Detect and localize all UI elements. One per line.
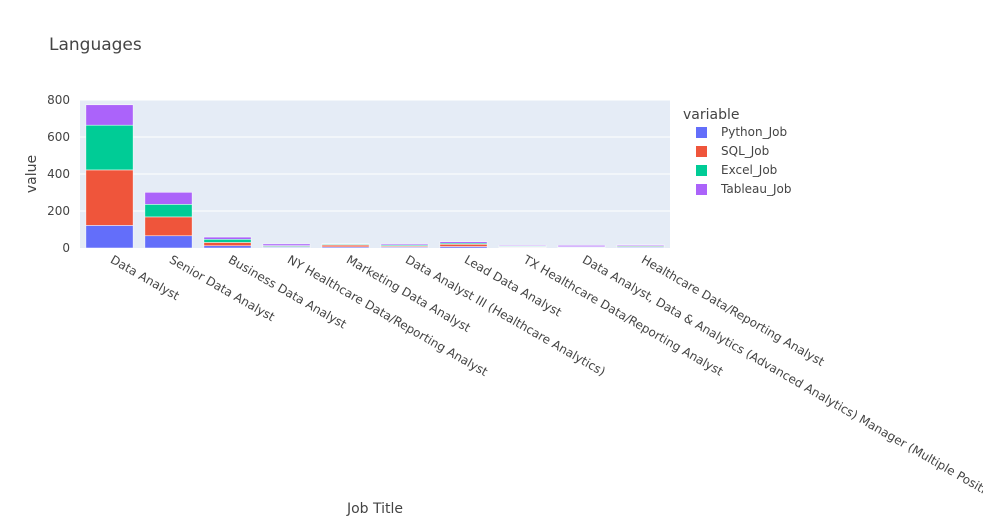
legend-item-label[interactable]: Tableau_Job	[720, 182, 792, 196]
bar-tableau-job	[439, 241, 488, 244]
legend: variable Python_Job SQL_Job Excel_Job Table…	[683, 107, 792, 196]
bar-sql-job	[144, 216, 193, 237]
bar-python-job	[144, 235, 193, 249]
x-tick-label: Lead Data Analyst	[462, 252, 564, 319]
bar-tableau-job	[498, 245, 547, 247]
bar-tableau-job	[616, 244, 665, 247]
bar-tableau-job	[203, 236, 252, 240]
y-axis-ticks: 0 200 400 600 800	[47, 93, 70, 255]
bar-tableau-job	[557, 245, 606, 247]
legend-swatch[interactable]	[696, 165, 707, 176]
y-tick-label: 200	[47, 204, 70, 218]
legend-title: variable	[683, 107, 739, 123]
y-tick-label: 600	[47, 130, 70, 144]
bar-python-job	[203, 245, 252, 249]
bar-tableau-job	[144, 192, 193, 205]
bar-sql-job	[321, 244, 370, 248]
bars	[85, 104, 665, 249]
bar-tableau-job	[321, 243, 370, 245]
bar-tableau-job	[85, 104, 134, 126]
bar-excel-job	[85, 124, 134, 171]
y-tick-label: 0	[62, 241, 70, 255]
bar-tableau-job	[262, 243, 311, 246]
bar-excel-job	[203, 239, 252, 243]
y-tick-label: 800	[47, 93, 70, 107]
bar-excel-job	[144, 204, 193, 218]
x-axis-label: Job Title	[346, 501, 403, 517]
legend-swatch[interactable]	[696, 184, 707, 195]
bar-tableau-job	[380, 243, 429, 246]
legend-item-label[interactable]: Excel_Job	[721, 163, 777, 177]
y-tick-label: 400	[47, 167, 70, 181]
legend-swatch[interactable]	[696, 146, 707, 157]
bar-sql-job	[85, 169, 134, 226]
bar-sql-job	[439, 244, 488, 247]
x-tick-label: Data Analyst, Data & Analytics (Advanced…	[580, 252, 983, 509]
bar-python-job	[85, 225, 134, 249]
chart-title: Languages	[49, 35, 142, 55]
x-tick-label: Senior Data Analyst	[167, 252, 277, 324]
legend-item-label[interactable]: SQL_Job	[721, 144, 769, 158]
y-axis-label: value	[24, 155, 40, 193]
legend-swatch[interactable]	[696, 127, 707, 138]
legend-item-label[interactable]: Python_Job	[721, 125, 787, 139]
bar-sql-job	[203, 242, 252, 247]
